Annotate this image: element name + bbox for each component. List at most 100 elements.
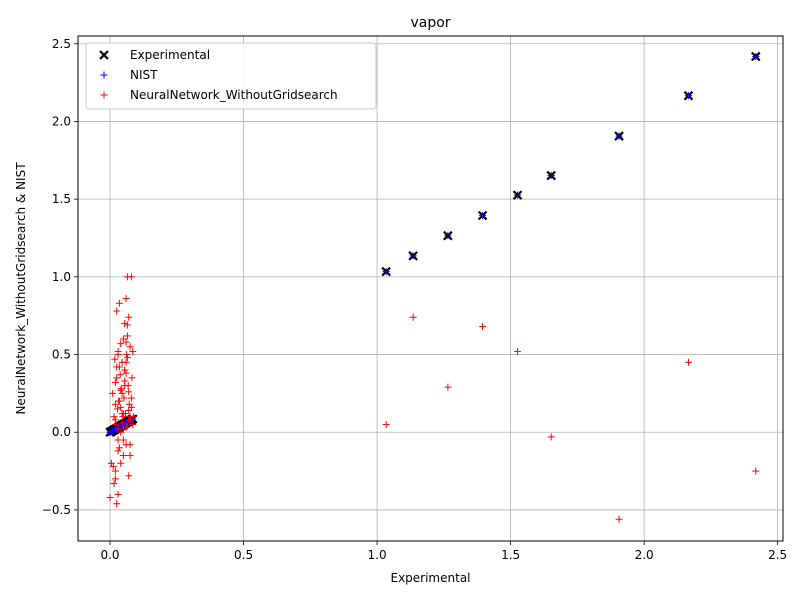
data-point — [119, 452, 127, 460]
data-point — [115, 299, 123, 307]
y-tick-label: 0.5 — [52, 348, 71, 362]
data-point — [113, 500, 121, 508]
x-tick-label: 0.5 — [234, 548, 253, 562]
y-tick-label: 1.0 — [52, 270, 71, 284]
data-point — [115, 444, 123, 452]
data-point — [125, 388, 133, 396]
data-point — [444, 232, 452, 240]
y-axis-label: NeuralNetwork_WithoutGridsearch & NIST — [14, 162, 28, 415]
data-point — [479, 323, 487, 331]
legend-label: NIST — [130, 68, 158, 82]
data-point — [123, 354, 131, 362]
data-point — [409, 252, 417, 260]
data-point — [684, 358, 692, 366]
data-point — [106, 493, 114, 501]
plot-frame — [77, 35, 784, 542]
legend: Experimental NIST NeuralNetwork_WithoutGri… — [85, 42, 377, 110]
x-tick-label: 2.5 — [768, 548, 787, 562]
legend-marker — [100, 91, 108, 99]
y-tick-label: 1.5 — [52, 192, 71, 206]
x-tick-label: 1.5 — [501, 548, 520, 562]
data-point — [409, 313, 417, 321]
data-point — [114, 405, 122, 413]
data-point — [126, 343, 134, 351]
data-point — [127, 403, 135, 411]
y-tick-label: 0.0 — [52, 425, 71, 439]
data-point — [129, 420, 137, 428]
data-point — [126, 413, 134, 421]
data-point — [479, 211, 487, 219]
x-tick-label: 1.0 — [368, 548, 387, 562]
data-point — [123, 422, 131, 430]
data-point — [111, 467, 119, 475]
data-point — [127, 273, 135, 281]
data-point — [122, 295, 130, 303]
data-point — [110, 480, 118, 488]
data-point — [117, 459, 125, 467]
data-point — [444, 383, 452, 391]
data-point — [114, 425, 122, 433]
legend-label: Experimental — [130, 48, 210, 62]
data-point — [514, 347, 522, 355]
data-point — [109, 462, 117, 470]
data-point — [114, 447, 122, 455]
data-point — [126, 452, 134, 460]
data-point — [122, 369, 130, 377]
data-point — [111, 355, 119, 363]
data-point — [116, 371, 124, 379]
data-point — [752, 467, 760, 475]
legend-label: NeuralNetwork_WithoutGridsearch — [130, 88, 338, 102]
data-point — [129, 347, 137, 355]
series-2 — [106, 273, 760, 523]
legend-marker — [100, 71, 108, 79]
data-point — [120, 394, 128, 402]
data-point — [114, 351, 122, 359]
data-point — [114, 490, 122, 498]
data-point — [111, 416, 119, 424]
axis-ticks: 0.0 0.5 1.0 1.5 2.0 2.5 −0.5 0.0 0.5 1.0 1.5 2.0 2.5 — [42, 37, 787, 562]
legend-box — [85, 42, 377, 110]
data-point — [125, 313, 133, 321]
grid-lines — [78, 36, 783, 541]
data-point — [117, 386, 125, 394]
data-point — [752, 53, 760, 61]
data-point — [615, 515, 623, 523]
data-point — [514, 191, 522, 199]
data-point — [113, 374, 121, 382]
data-point — [117, 340, 125, 348]
data-series — [105, 51, 761, 523]
data-point — [111, 379, 119, 387]
data-point — [128, 374, 136, 382]
data-point — [109, 389, 117, 397]
data-point — [122, 338, 130, 346]
data-point — [684, 92, 692, 100]
data-point — [122, 441, 130, 449]
data-point — [118, 389, 126, 397]
data-point — [547, 433, 555, 441]
chart-title: vapor — [410, 15, 450, 31]
y-tick-label: 2.5 — [52, 37, 71, 51]
data-point — [113, 363, 121, 371]
data-point — [113, 307, 121, 315]
data-point — [110, 413, 118, 421]
data-point — [123, 351, 131, 359]
data-point — [127, 394, 135, 402]
y-tick-label: −0.5 — [42, 503, 71, 517]
data-point — [615, 132, 623, 140]
data-point — [382, 420, 390, 428]
data-point — [118, 419, 126, 427]
x-axis-label: Experimental — [390, 571, 470, 585]
data-point — [123, 332, 131, 340]
x-tick-label: 0.0 — [100, 548, 119, 562]
data-point — [117, 385, 125, 393]
data-point — [121, 319, 129, 327]
data-point — [382, 268, 390, 276]
data-point — [118, 410, 126, 418]
data-point — [125, 472, 133, 480]
data-point — [117, 403, 125, 411]
data-point — [115, 397, 123, 405]
data-point — [114, 436, 122, 444]
x-tick-label: 2.0 — [635, 548, 654, 562]
